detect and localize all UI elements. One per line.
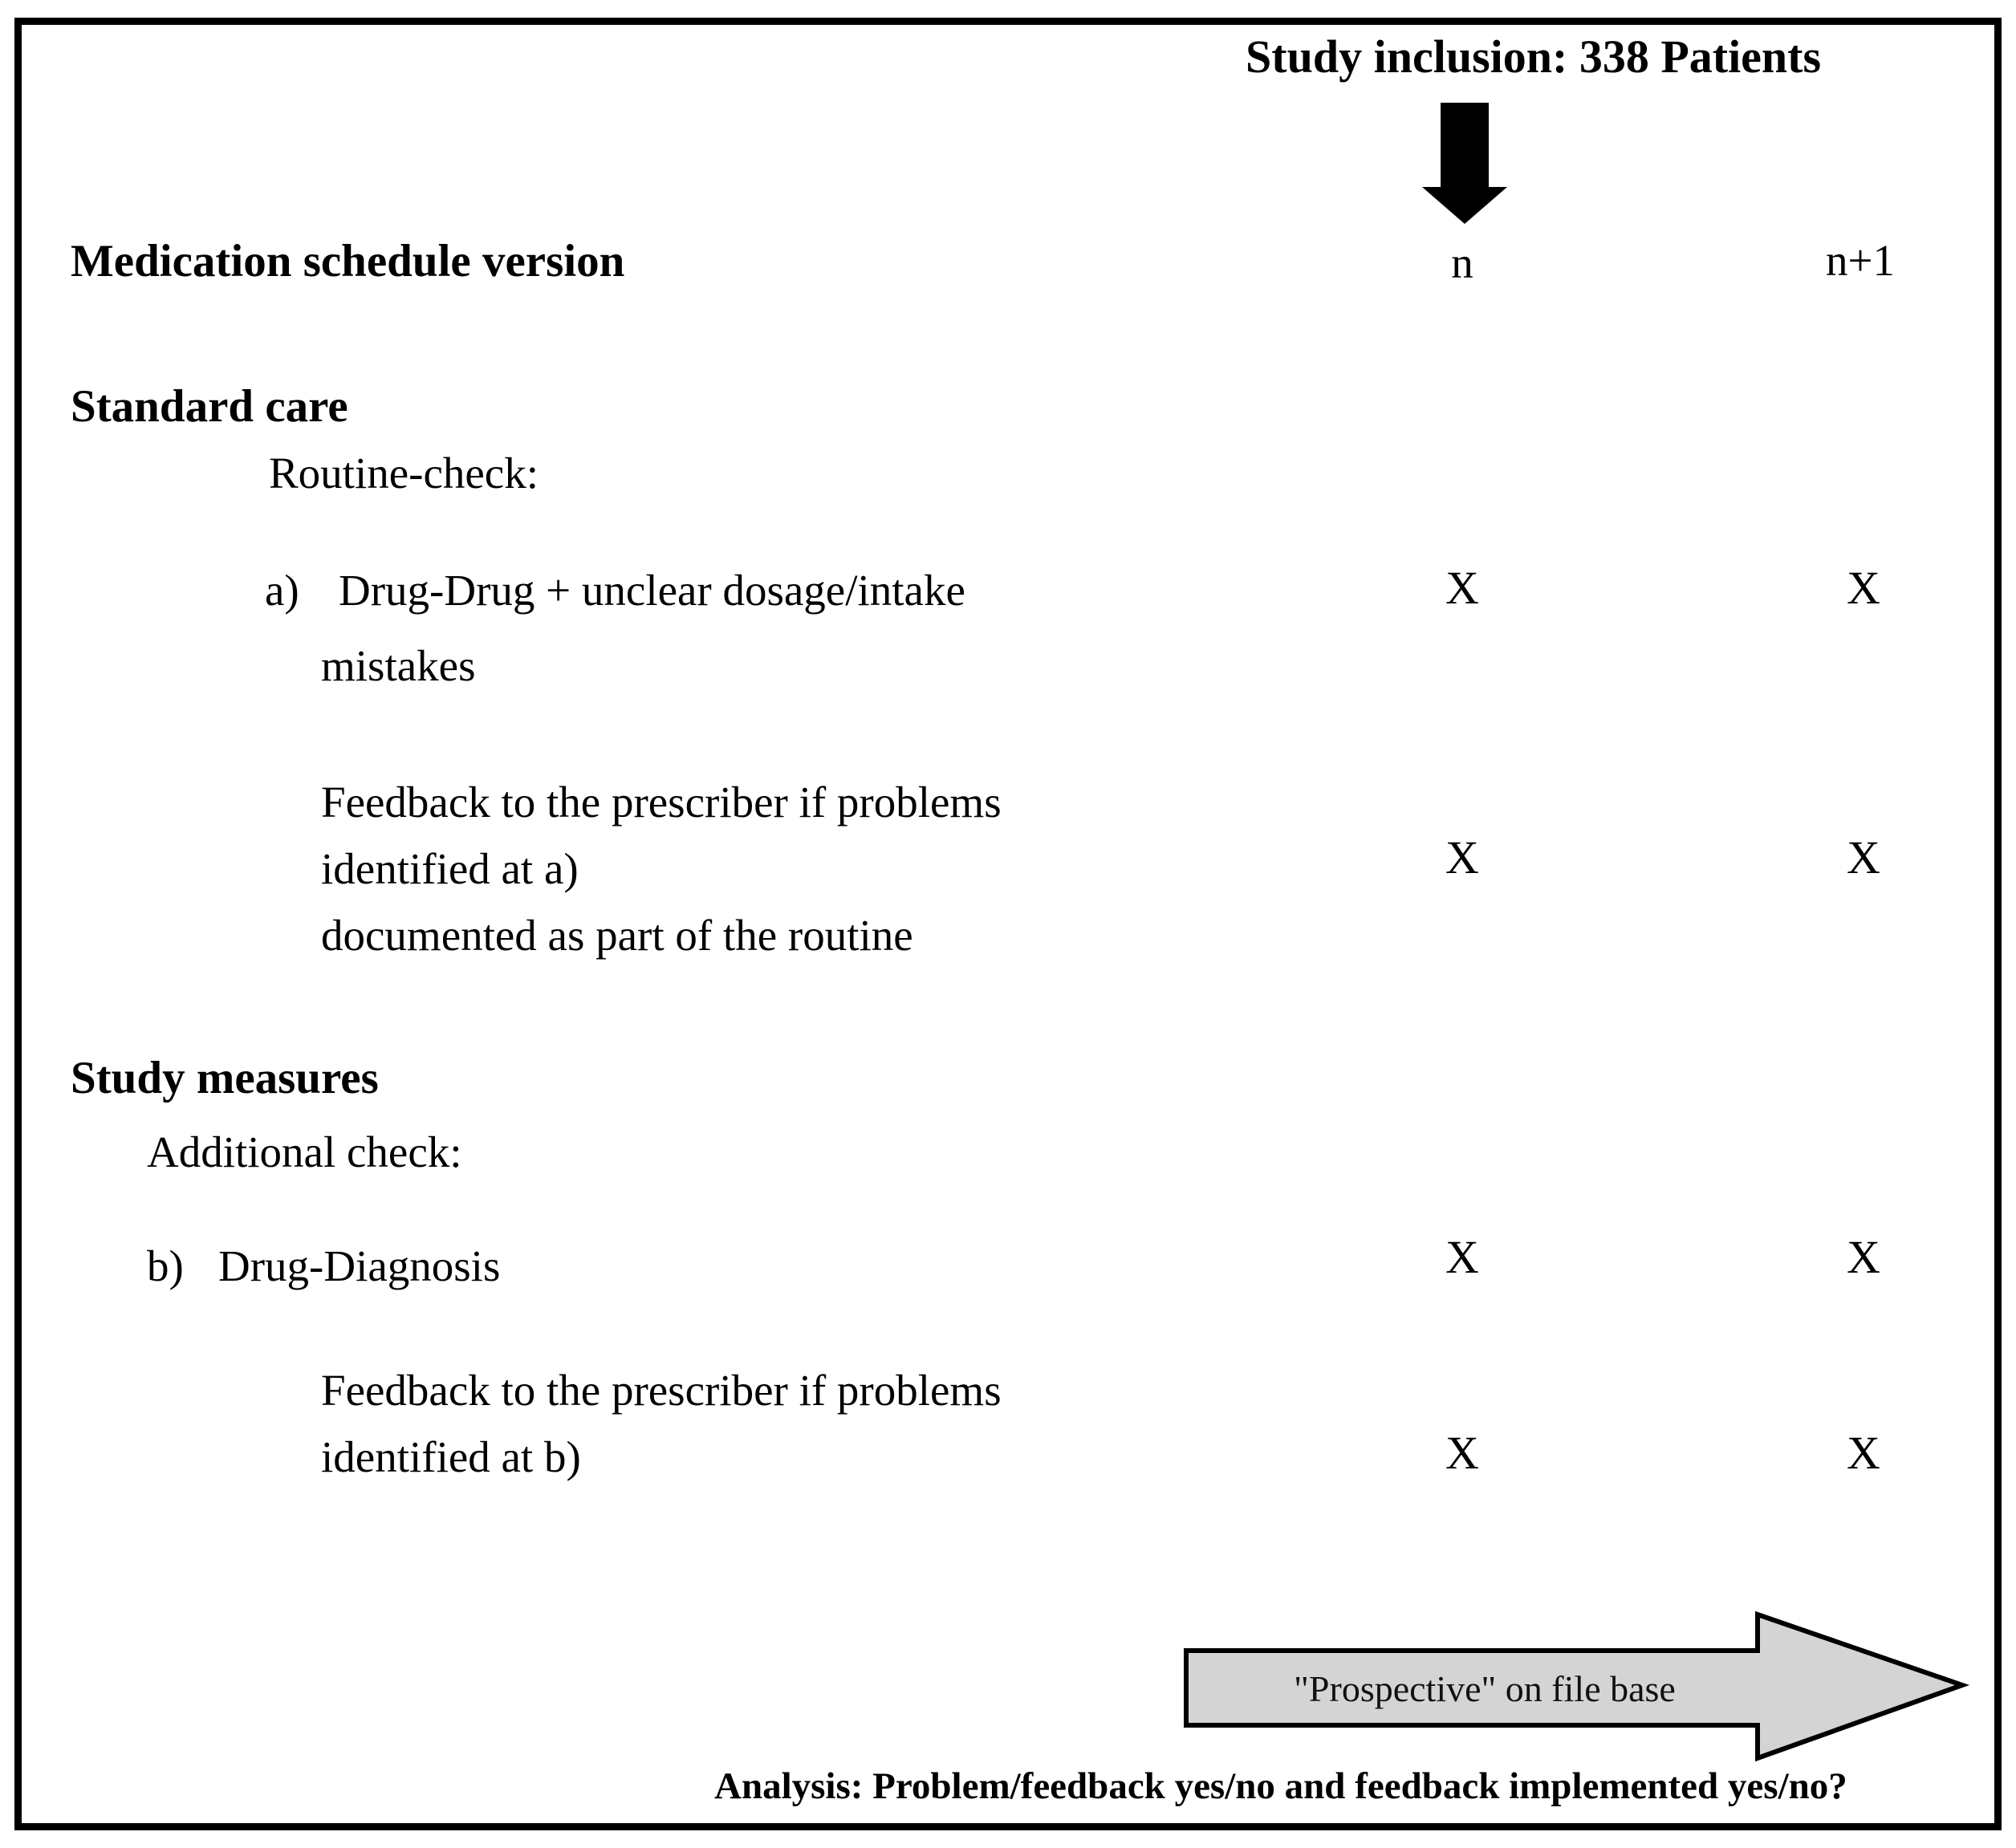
column-header-n: n — [1451, 238, 1473, 287]
analysis-caption: Analysis: Problem/feedback yes/no and fe… — [714, 1765, 1847, 1807]
column-header-n-plus-1: n+1 — [1825, 236, 1896, 285]
schedule-version-label: Medication schedule version — [71, 236, 625, 286]
figure-border — [14, 18, 2002, 1830]
feedback-a-line1: Feedback to the prescriber if problems — [321, 778, 1002, 827]
feedback-b-line1: Feedback to the prescriber if problems — [321, 1366, 1002, 1415]
feedback-a-check-n: X — [1445, 831, 1479, 883]
feedback-b-line2: identified at b) — [321, 1432, 581, 1481]
item-a-marker: a) — [265, 566, 299, 615]
prospective-arrow-label: "Prospective" on file base — [1294, 1668, 1676, 1709]
item-a-text-line1: Drug-Drug + unclear dosage/intake — [339, 566, 965, 615]
study-measures-heading: Study measures — [71, 1053, 379, 1103]
additional-check-label: Additional check: — [147, 1127, 462, 1176]
item-a-check-n-plus-1: X — [1847, 562, 1880, 614]
study-inclusion-heading: Study inclusion: 338 Patients — [1246, 30, 1822, 83]
item-b-check-n-plus-1: X — [1847, 1231, 1880, 1283]
feedback-a-line3: documented as part of the routine — [321, 911, 913, 960]
routine-check-label: Routine-check: — [269, 449, 539, 498]
item-b-check-n: X — [1445, 1231, 1479, 1283]
prospective-arrow-shape — [1184, 1610, 1970, 1762]
feedback-a-check-n-plus-1: X — [1847, 831, 1880, 883]
item-b-marker: b) — [147, 1241, 184, 1290]
down-arrow-stem — [1441, 103, 1489, 188]
down-arrow-head — [1422, 187, 1507, 224]
prospective-arrow-icon — [1184, 1610, 1970, 1762]
item-b-text-line1: Drug-Diagnosis — [218, 1241, 501, 1290]
feedback-a-line2: identified at a) — [321, 844, 579, 893]
item-a-check-n: X — [1445, 562, 1479, 614]
feedback-b-check-n: X — [1445, 1427, 1479, 1479]
standard-care-heading: Standard care — [71, 381, 348, 432]
feedback-b-check-n-plus-1: X — [1847, 1427, 1880, 1479]
item-a-text-line2: mistakes — [321, 641, 476, 690]
